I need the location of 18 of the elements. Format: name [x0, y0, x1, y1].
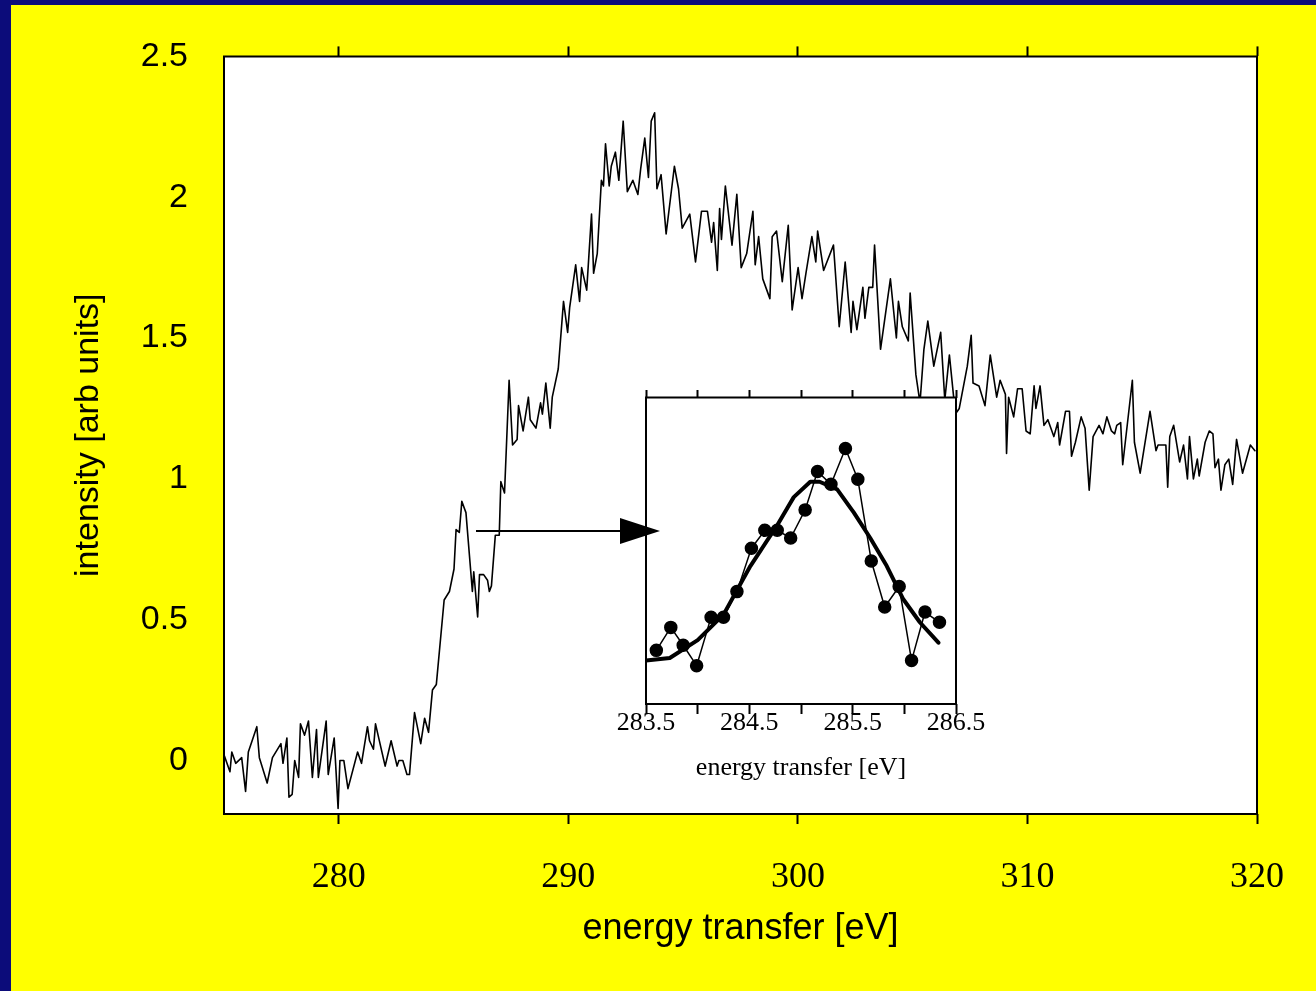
y-tick-label: 2.5 [140, 34, 188, 73]
x-tick-label: 310 [1000, 855, 1055, 896]
y-tick-label: 0 [169, 738, 188, 777]
x-axis-title: energy transfer [eV] [695, 752, 907, 782]
x-tick-label: 284.5 [720, 707, 779, 737]
y-axis-title: intensity [arb units] [66, 293, 105, 577]
x-tick-label: 286.5 [926, 707, 986, 737]
y-tick-label: 1 [169, 457, 188, 496]
x-tick-label: 285.5 [823, 707, 882, 737]
x-tick-label: 320 [1230, 855, 1284, 896]
x-axis-title: energy transfer [eV] [582, 906, 899, 948]
y-tick-label: 0.5 [140, 598, 188, 637]
y-tick-label: 1.5 [140, 316, 188, 355]
x-tick-label: 290 [541, 855, 596, 896]
x-tick-label: 300 [770, 855, 825, 896]
x-tick-label: 283.5 [616, 707, 676, 737]
y-tick-label: 2 [169, 175, 188, 214]
x-tick-label: 280 [311, 855, 366, 896]
